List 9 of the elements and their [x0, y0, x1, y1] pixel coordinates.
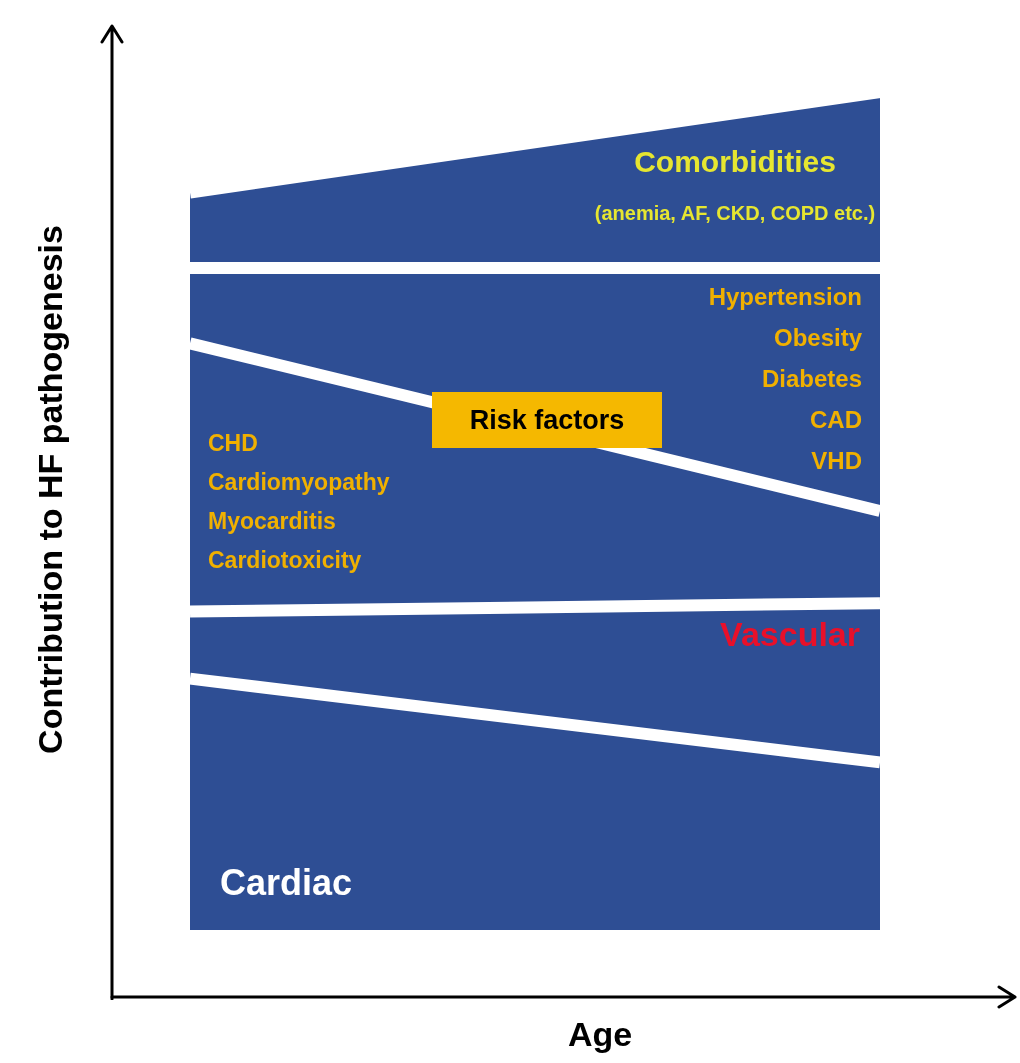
annotation: Risk factors: [432, 392, 662, 448]
series-label: Cardiac: [220, 862, 353, 904]
annotation: Hypertension Obesity Diabetes CAD VHD: [708, 282, 862, 476]
annotation: (anemia, AF, CKD, COPD etc.): [593, 202, 877, 225]
y-axis-title: Contribution to HF pathogenesis: [30, 224, 70, 756]
series-label: Vascular: [720, 615, 860, 654]
series-label: Comorbidities: [633, 145, 837, 179]
annotation: CHD Cardiomyopathy Myocarditis Cardiotoxicity: [208, 429, 390, 575]
x-axis-title: Age: [566, 1015, 634, 1054]
